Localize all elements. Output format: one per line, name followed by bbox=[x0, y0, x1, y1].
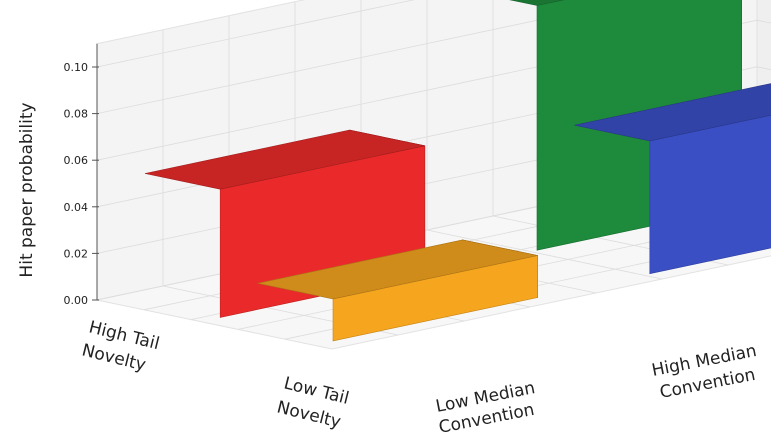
grid-line-z-5 bbox=[96, 0, 415, 68]
grid-line-floor-b-5 bbox=[426, 229, 663, 280]
bar-3 bbox=[574, 83, 771, 275]
z-tick-label-0: 0.00 bbox=[64, 294, 89, 307]
bar-2-top-face bbox=[509, 0, 565, 6]
bar-1-top-face bbox=[257, 239, 538, 300]
grid-line-z-4 bbox=[96, 0, 635, 114]
z-tick-label-4: 0.08 bbox=[64, 108, 89, 121]
grid-line-z-3 bbox=[96, 19, 771, 161]
y-axis-title: Hit paper probability bbox=[17, 102, 37, 277]
z-tick-label-3: 0.06 bbox=[64, 154, 89, 167]
z-tick-label-5: 0.10 bbox=[64, 61, 89, 74]
bar-1 bbox=[257, 239, 538, 342]
bar-3-top-face bbox=[574, 83, 771, 142]
bar-0-top-face bbox=[144, 129, 425, 190]
bar-0 bbox=[144, 129, 426, 318]
bars bbox=[144, 0, 771, 342]
z-axis: 0.00 0.02 0.04 0.06 0.08 0.10 bbox=[64, 43, 99, 307]
bar-3-front-face bbox=[649, 114, 771, 275]
z-tick-label-1: 0.02 bbox=[64, 247, 89, 260]
category-labels: High Tail Novelty Low Tail Novelty Low M… bbox=[80, 317, 759, 432]
z-tick-label-2: 0.04 bbox=[64, 201, 89, 214]
